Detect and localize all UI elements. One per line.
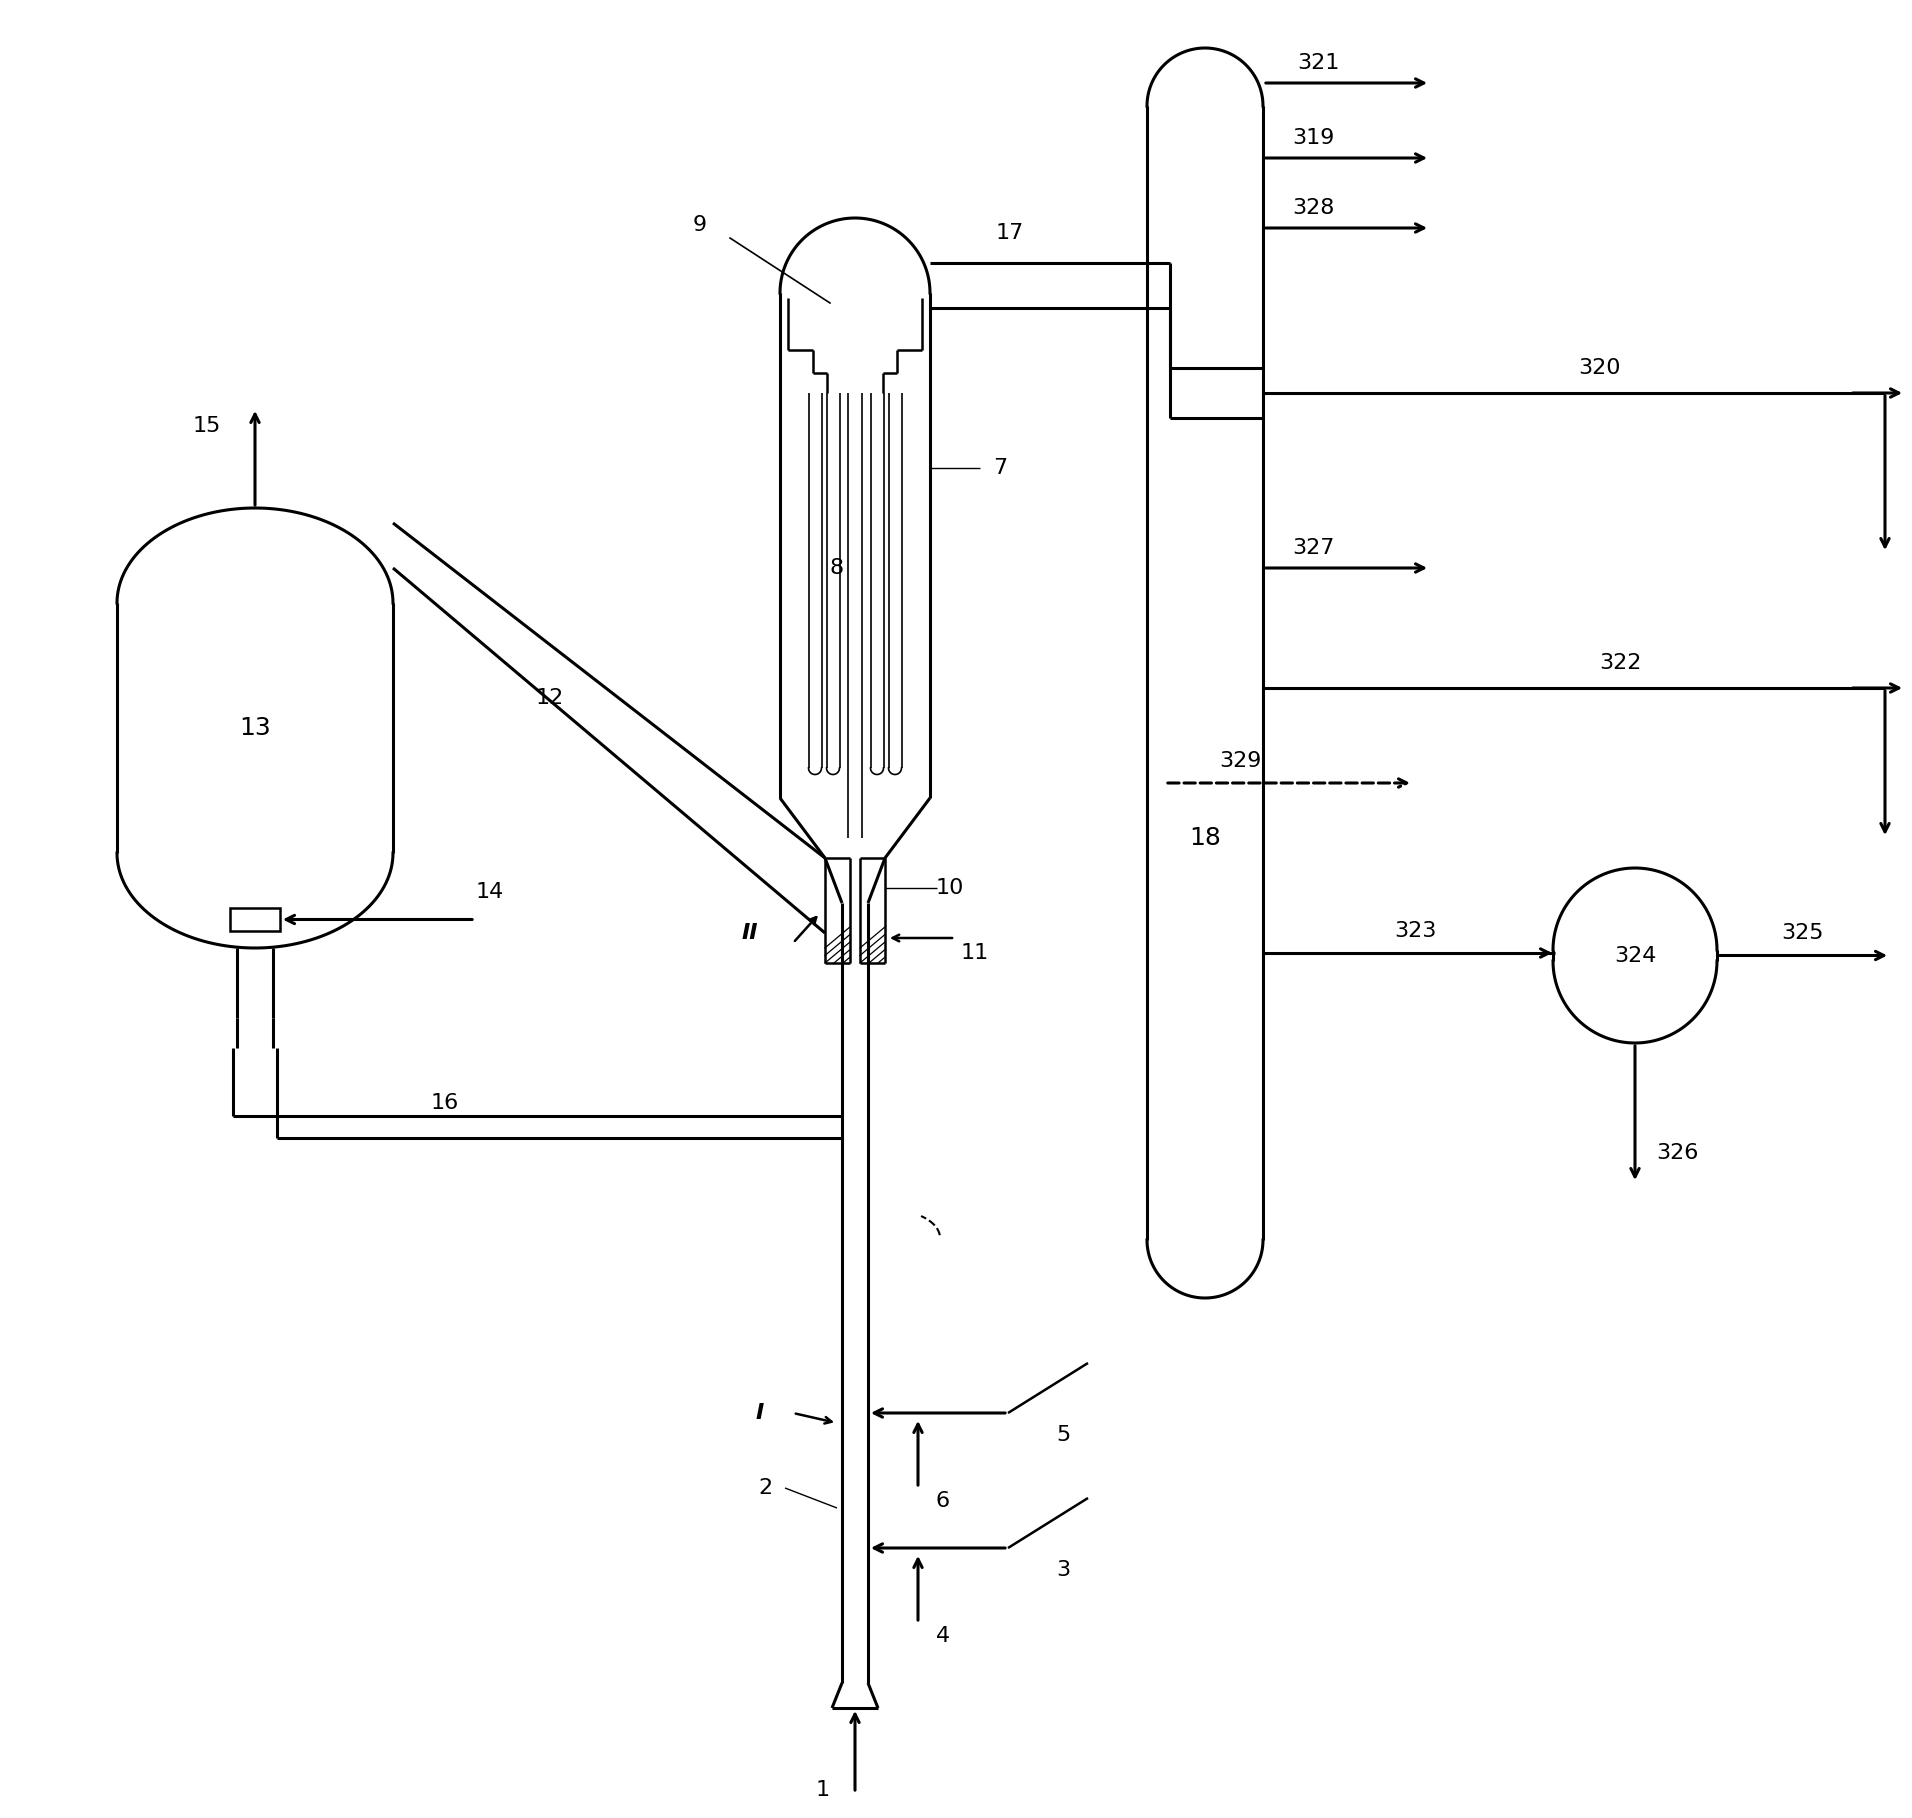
Text: 1: 1 [816,1780,830,1800]
Text: 16: 16 [430,1093,459,1113]
Text: 328: 328 [1293,198,1335,218]
Text: 6: 6 [937,1491,950,1511]
Text: 14: 14 [476,882,505,902]
Bar [229,909,279,931]
Text: II: II [742,924,759,944]
Text: 320: 320 [1579,358,1621,378]
Text: 4: 4 [937,1625,950,1645]
Text: 12: 12 [535,687,564,707]
Text: 319: 319 [1293,127,1335,147]
Text: 3: 3 [1055,1560,1071,1580]
Text: 324: 324 [1614,945,1656,965]
Text: 10: 10 [935,878,964,898]
Text: 321: 321 [1296,53,1338,73]
Text: 323: 323 [1394,922,1436,942]
Text: 18: 18 [1189,825,1222,851]
Text: 322: 322 [1598,653,1640,673]
Text: 325: 325 [1780,924,1824,944]
Text: 9: 9 [692,215,707,235]
Text: 15: 15 [193,416,222,436]
Text: 2: 2 [757,1478,772,1498]
Text: 17: 17 [996,224,1025,244]
Text: 11: 11 [962,944,989,964]
Text: 5: 5 [1055,1425,1071,1445]
Text: 7: 7 [992,458,1008,478]
Text: 329: 329 [1218,751,1262,771]
Text: I: I [755,1403,765,1423]
Text: 327: 327 [1293,538,1335,558]
Text: 326: 326 [1656,1144,1698,1164]
Text: 8: 8 [830,558,843,578]
Text: 13: 13 [239,716,272,740]
